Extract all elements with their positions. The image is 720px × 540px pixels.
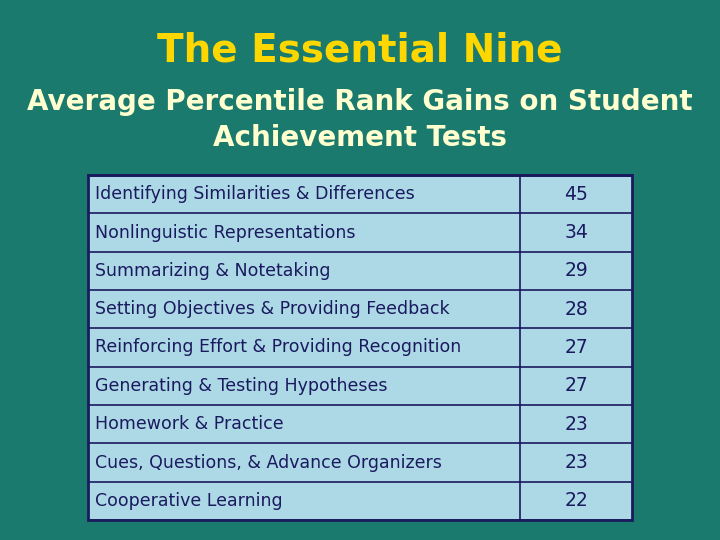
Text: 29: 29: [564, 261, 588, 280]
Text: 45: 45: [564, 185, 588, 204]
Bar: [88, 443, 632, 482]
Text: Average Percentile Rank Gains on Student
Achievement Tests: Average Percentile Rank Gains on Student…: [27, 88, 693, 152]
Text: Summarizing & Notetaking: Summarizing & Notetaking: [95, 262, 330, 280]
Text: 23: 23: [564, 453, 588, 472]
Bar: [88, 328, 632, 367]
Bar: [88, 175, 632, 520]
Bar: [88, 252, 632, 290]
Bar: [88, 290, 632, 328]
Text: Identifying Similarities & Differences: Identifying Similarities & Differences: [95, 185, 415, 203]
Text: The Essential Nine: The Essential Nine: [157, 32, 563, 70]
Text: Nonlinguistic Representations: Nonlinguistic Representations: [95, 224, 356, 241]
Text: 27: 27: [564, 338, 588, 357]
Text: Cooperative Learning: Cooperative Learning: [95, 492, 283, 510]
Text: 27: 27: [564, 376, 588, 395]
Text: Reinforcing Effort & Providing Recognition: Reinforcing Effort & Providing Recogniti…: [95, 339, 462, 356]
Text: 28: 28: [564, 300, 588, 319]
Text: 34: 34: [564, 223, 588, 242]
Bar: [88, 405, 632, 443]
Bar: [88, 175, 632, 213]
Bar: [88, 482, 632, 520]
Text: Cues, Questions, & Advance Organizers: Cues, Questions, & Advance Organizers: [95, 454, 442, 471]
Bar: [88, 213, 632, 252]
Text: 23: 23: [564, 415, 588, 434]
Bar: [88, 367, 632, 405]
Text: Homework & Practice: Homework & Practice: [95, 415, 284, 433]
Text: Generating & Testing Hypotheses: Generating & Testing Hypotheses: [95, 377, 387, 395]
Text: 22: 22: [564, 491, 588, 510]
Text: Setting Objectives & Providing Feedback: Setting Objectives & Providing Feedback: [95, 300, 449, 318]
